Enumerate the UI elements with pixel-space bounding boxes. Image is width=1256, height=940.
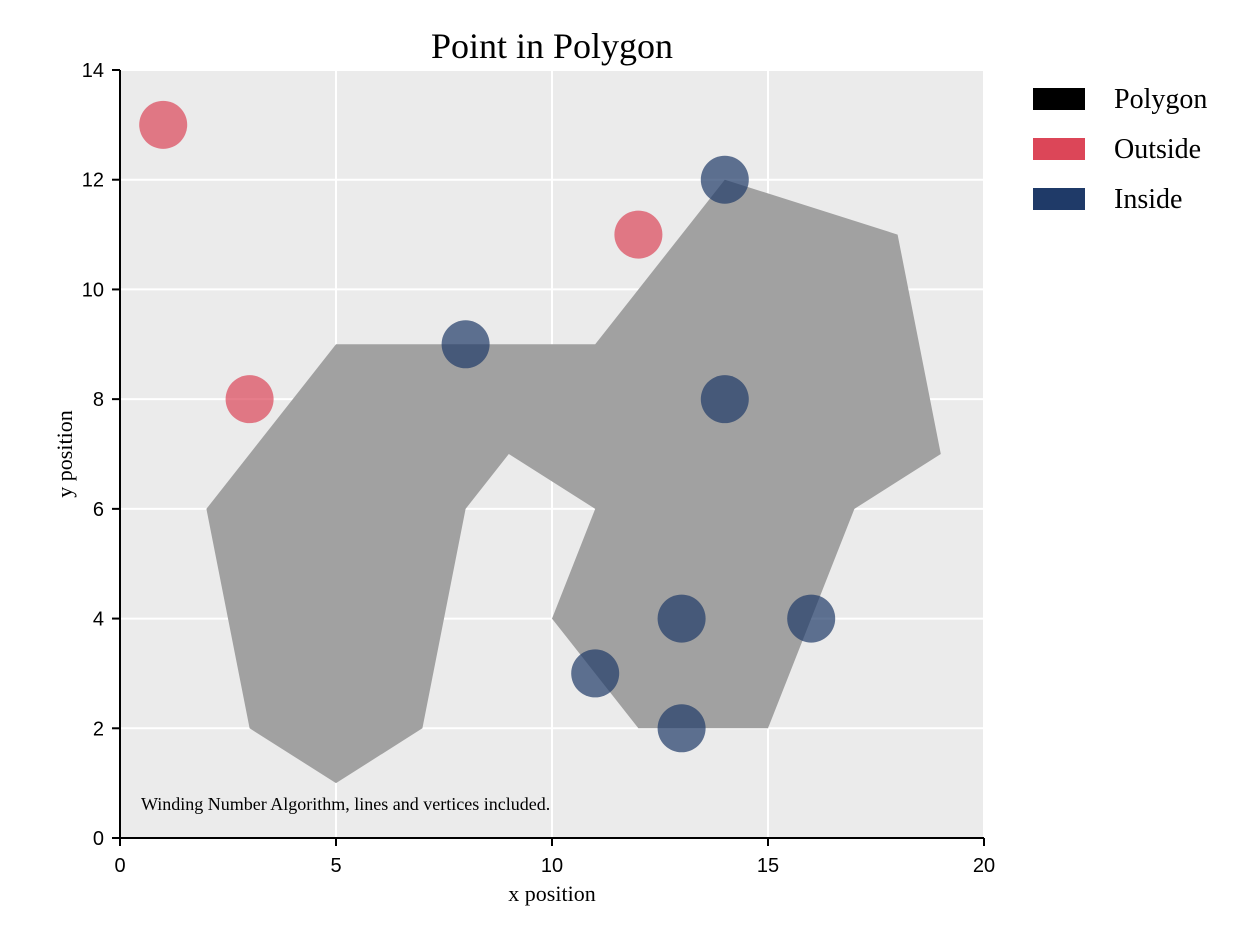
algorithm-annotation: Winding Number Algorithm, lines and vert… <box>141 794 550 814</box>
x-tick-label-10: 10 <box>541 855 563 877</box>
y-tick-label-4: 4 <box>93 609 104 631</box>
y-ticks: 0 2 4 6 8 10 12 14 <box>82 60 120 850</box>
y-tick-label-14: 14 <box>82 60 104 82</box>
x-tick-label-5: 5 <box>330 855 341 877</box>
inside-point-5 <box>571 649 620 698</box>
y-tick-label-10: 10 <box>82 279 104 301</box>
inside-point-1 <box>441 320 490 369</box>
legend-label-polygon: Polygon <box>1114 84 1207 115</box>
y-axis-label: y position <box>52 410 77 497</box>
polygon-shape <box>206 179 941 784</box>
legend-swatch-polygon <box>1033 88 1085 110</box>
outside-point-1 <box>225 375 274 424</box>
y-tick-label-0: 0 <box>93 828 104 850</box>
inside-point-0 <box>700 155 749 204</box>
x-axis-label: x position <box>508 881 595 906</box>
inside-point-2 <box>700 375 749 424</box>
x-tick-label-0: 0 <box>114 855 125 877</box>
x-tick-label-15: 15 <box>757 855 779 877</box>
y-tick-label-2: 2 <box>93 718 104 740</box>
y-tick-label-6: 6 <box>93 499 104 521</box>
inside-point-3 <box>657 594 706 643</box>
chart-title: Point in Polygon <box>431 26 673 66</box>
y-tick-label-12: 12 <box>82 170 104 192</box>
x-ticks: 0 5 10 15 20 <box>114 838 995 877</box>
legend-item-inside: Inside <box>1033 184 1182 215</box>
legend-label-outside: Outside <box>1114 134 1201 165</box>
legend-label-inside: Inside <box>1114 184 1182 215</box>
legend: Polygon Outside Inside <box>1033 84 1207 215</box>
x-tick-label-20: 20 <box>973 855 995 877</box>
y-tick-label-8: 8 <box>93 389 104 411</box>
inside-point-4 <box>787 594 836 643</box>
inside-point-6 <box>657 704 706 753</box>
legend-swatch-outside <box>1033 138 1085 160</box>
outside-point-2 <box>614 210 663 259</box>
legend-item-polygon: Polygon <box>1033 84 1207 115</box>
legend-item-outside: Outside <box>1033 134 1201 165</box>
legend-swatch-inside <box>1033 188 1085 210</box>
outside-point-0 <box>139 100 188 149</box>
data-points <box>139 100 836 753</box>
